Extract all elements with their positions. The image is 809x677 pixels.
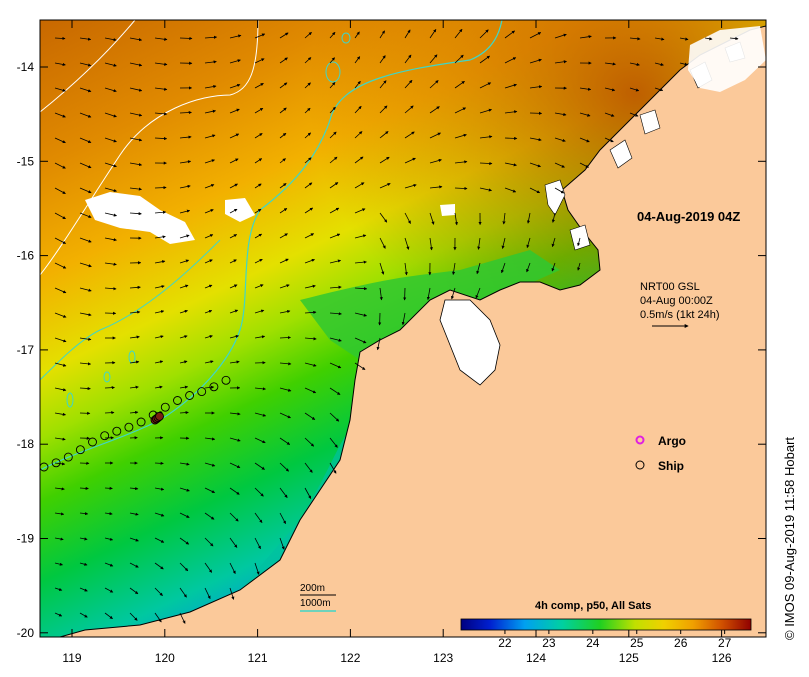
current-vector xyxy=(505,138,517,139)
ship-position xyxy=(156,412,164,420)
lat-tick-label: -16 xyxy=(17,249,35,263)
current-vector xyxy=(155,463,163,464)
colorbar xyxy=(461,619,751,630)
argo-label: Argo xyxy=(658,434,686,448)
current-vector xyxy=(180,38,192,39)
current-vector xyxy=(155,188,166,189)
lat-tick-label: -19 xyxy=(17,532,35,546)
lat-tick-label: -20 xyxy=(17,626,35,640)
credit-label: © IMOS 09-Aug-2019 11:58 Hobart xyxy=(782,437,797,640)
colorbar-tick-label: 24 xyxy=(586,636,600,650)
lat-tick-label: -15 xyxy=(17,154,35,168)
ship-label: Ship xyxy=(658,459,684,473)
lat-tick-label: -18 xyxy=(17,437,35,451)
current-source: NRT00 GSL xyxy=(640,281,700,293)
current-scale: 0.5m/s (1kt 24h) xyxy=(640,309,719,321)
current-vector xyxy=(105,488,112,489)
contour-legend-1000m: 1000m xyxy=(300,598,331,609)
lat-tick-label: -14 xyxy=(17,60,35,74)
current-vector xyxy=(105,413,114,414)
product-label: 4h comp, p50, All Sats xyxy=(535,600,651,612)
cloud-patch xyxy=(440,204,455,216)
colorbar-tick-label: 22 xyxy=(498,636,512,650)
lon-tick-label: 125 xyxy=(619,651,639,665)
lon-tick-label: 126 xyxy=(712,651,732,665)
current-time: 04-Aug 00:00Z xyxy=(640,295,713,307)
contour-legend-200m: 200m xyxy=(300,583,325,594)
timestamp-label: 04-Aug-2019 04Z xyxy=(637,209,740,224)
lon-tick-label: 120 xyxy=(155,651,175,665)
colorbar-tick-label: 26 xyxy=(674,636,688,650)
colorbar-tick-label: 25 xyxy=(630,636,644,650)
colorbar-tick-label: 23 xyxy=(542,636,556,650)
lon-tick-label: 119 xyxy=(62,651,81,665)
current-vector xyxy=(105,388,114,389)
lon-tick-label: 122 xyxy=(340,651,360,665)
lat-tick-label: -17 xyxy=(17,343,35,357)
colorbar-tick-label: 27 xyxy=(718,636,732,650)
lon-tick-label: 121 xyxy=(248,651,268,665)
lon-tick-label: 124 xyxy=(526,651,546,665)
lon-tick-label: 123 xyxy=(433,651,453,665)
